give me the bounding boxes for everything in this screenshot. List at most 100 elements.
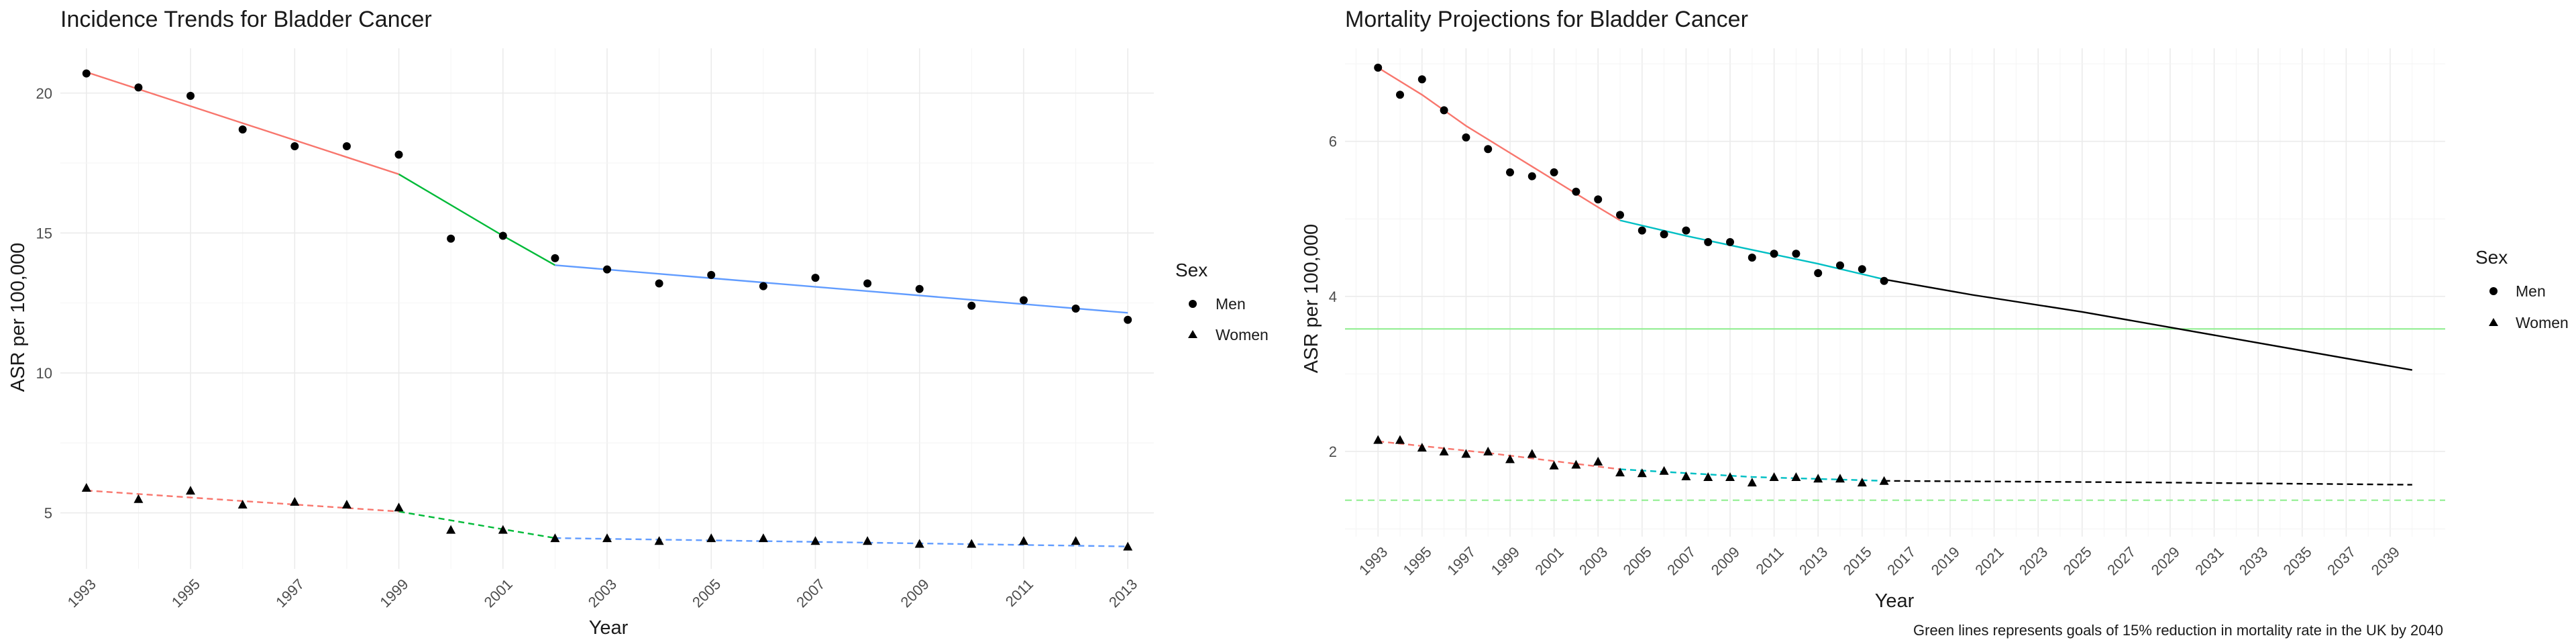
data-point-men (1638, 226, 1646, 235)
data-point-men (1440, 106, 1448, 115)
data-point-men (863, 279, 872, 288)
data-point-men (1462, 133, 1470, 142)
trend-line-women (1884, 480, 2412, 486)
data-point-women (1703, 472, 1713, 481)
x-tick-label: 2023 (2016, 543, 2051, 578)
x-tick-label: 2007 (1664, 543, 1699, 578)
x-tick-label: 2039 (2368, 543, 2403, 578)
y-tick-label: 20 (36, 85, 52, 102)
data-point-men (1124, 315, 1132, 324)
data-point-women (1373, 435, 1383, 444)
x-tick-label: 2013 (1106, 576, 1140, 610)
data-point-men (1484, 145, 1493, 154)
data-point-women (1019, 536, 1028, 545)
trend-line-women (1378, 440, 1621, 470)
reference-lines (1345, 328, 2445, 501)
data-point-men (134, 83, 143, 92)
data-point-women (654, 536, 664, 545)
data-point-men (394, 150, 403, 159)
x-tick-label: 2007 (793, 576, 828, 610)
x-tick-label: 2021 (1972, 543, 2006, 578)
data-point-men (1572, 187, 1580, 196)
data-point-men (447, 234, 455, 243)
legend: Sex Men Women (1175, 260, 1269, 343)
x-tick-label: 2009 (1708, 543, 1743, 578)
trend-line-women (555, 537, 1128, 547)
data-point-women (1071, 536, 1081, 545)
data-point-women (1571, 460, 1581, 469)
data-point-women (1769, 472, 1779, 481)
data-point-women (1417, 443, 1427, 452)
data-point-women (602, 533, 612, 543)
data-points (1373, 63, 1889, 487)
data-point-women (133, 494, 144, 503)
x-tick-label: 2013 (1796, 543, 1831, 578)
x-tick-label: 2019 (1928, 543, 1963, 578)
data-point-women (1857, 478, 1867, 487)
data-points (81, 69, 1133, 551)
data-point-men (1770, 250, 1778, 258)
data-point-women (498, 525, 508, 534)
x-tick-label: 2033 (2236, 543, 2271, 578)
incidence-chart: Incidence Trends for Bladder Cancer 1993… (7, 7, 1269, 639)
legend-men-marker (1189, 300, 1197, 308)
data-point-women (810, 536, 820, 545)
data-point-women (1835, 474, 1845, 483)
trend-line-men (398, 173, 555, 266)
grid (1345, 48, 2445, 537)
x-tick-labels: 1993 1995 1997 1999 2001 2003 2005 2007 2009 2011… (1356, 543, 2403, 578)
data-point-men (1396, 91, 1404, 99)
y-tick-label: 10 (36, 365, 52, 382)
x-tick-labels: 1993 1995 1997 1999 2001 2003 2005 2007 2009 2011… (64, 576, 1141, 610)
x-tick-label: 2027 (2104, 543, 2139, 578)
data-point-women (1527, 449, 1537, 458)
data-point-women (758, 533, 768, 543)
x-tick-label: 1999 (376, 576, 411, 610)
data-point-men (1748, 254, 1756, 262)
data-point-men (1792, 250, 1801, 258)
x-tick-label: 2009 (898, 576, 932, 610)
data-point-women (706, 533, 716, 543)
data-point-men (551, 254, 559, 262)
data-point-men (342, 142, 351, 150)
legend-men-marker (2489, 287, 2498, 295)
chart-title: Mortality Projections for Bladder Cancer (1345, 7, 1748, 32)
data-point-men (1071, 305, 1080, 313)
x-tick-label: 1993 (1356, 543, 1391, 578)
x-tick-label: 1993 (64, 576, 99, 610)
y-axis-title: ASR per 100,000 (7, 243, 29, 392)
data-point-men (1616, 211, 1624, 219)
data-point-men (1726, 237, 1734, 246)
legend-women-label: Women (1216, 326, 1269, 343)
data-point-women (1615, 468, 1625, 477)
data-point-women (341, 500, 352, 508)
x-tick-label: 2001 (481, 576, 516, 610)
data-point-women (1483, 446, 1493, 455)
data-point-men (1682, 226, 1690, 235)
y-tick-labels: 2 4 6 (1329, 133, 1337, 460)
data-point-men (1374, 63, 1383, 72)
x-tick-label: 2029 (2148, 543, 2183, 578)
data-point-women (1879, 476, 1889, 485)
data-point-men (707, 270, 716, 279)
data-point-men (1858, 265, 1866, 274)
x-tick-label: 2003 (585, 576, 620, 610)
data-point-men (238, 125, 247, 133)
legend-title: Sex (2475, 247, 2508, 268)
x-tick-label: 2015 (1840, 543, 1875, 578)
data-point-men (1704, 237, 1713, 246)
data-point-women (1505, 454, 1515, 464)
data-point-men (1020, 296, 1028, 305)
trend-line-men (1377, 66, 1621, 221)
legend-men-label: Men (2516, 282, 2546, 300)
trend-lines (1377, 66, 2413, 486)
legend-title: Sex (1175, 260, 1208, 280)
x-tick-label: 1997 (272, 576, 307, 610)
x-tick-label: 2031 (2192, 543, 2226, 578)
data-point-women (550, 533, 560, 543)
grid (60, 48, 1154, 569)
y-axis-title: ASR per 100,000 (1301, 224, 1322, 373)
data-point-women (1659, 466, 1669, 475)
data-point-men (1880, 276, 1888, 285)
data-point-men (915, 284, 924, 293)
